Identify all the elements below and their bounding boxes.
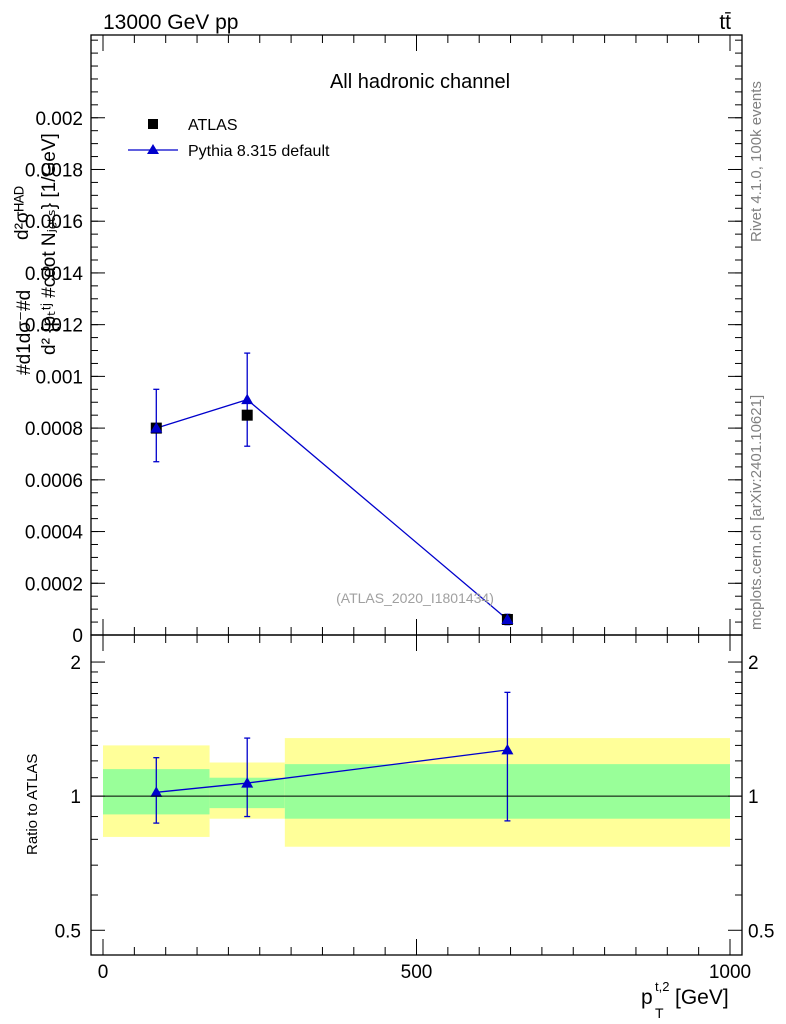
x-axis-label: p T t,2 [GeV] xyxy=(641,979,729,1021)
x-tick-label: 1000 xyxy=(709,962,751,983)
x-label-unit: [GeV] xyxy=(675,986,729,1009)
legend-atlas-marker xyxy=(148,119,158,129)
main-y-tick-label: 0.0014 xyxy=(25,264,84,285)
ratio-y-tick-label: 2 xyxy=(70,653,81,674)
ratio-y-tick-label: 0.5 xyxy=(55,921,81,942)
legend-pythia-label: Pythia 8.315 default xyxy=(188,143,330,160)
ratio-plot-area xyxy=(103,738,730,847)
pythia-data-point xyxy=(241,393,254,405)
ratio-data-point xyxy=(150,786,163,797)
main-title: All hadronic channel xyxy=(330,71,510,93)
main-y-tick-label: 0 xyxy=(72,626,83,647)
legend-atlas-label: ATLAS xyxy=(188,117,238,134)
main-y-tick-label: 0.0004 xyxy=(25,523,84,544)
x-label-main: p xyxy=(641,986,653,1009)
main-y-tick-label: 0.0002 xyxy=(25,574,83,595)
main-data-marks xyxy=(150,352,514,626)
legend: ATLAS Pythia 8.315 default xyxy=(128,117,330,160)
ratio-data-marks xyxy=(150,691,514,824)
main-axes: 0 0.0002 0.0004 0.0006 0.0008 0.001 0.0012 0.00… xyxy=(25,34,743,647)
main-y-tick-label: 0.0012 xyxy=(25,316,83,337)
mcplots-label: mcplots.cern.ch [arXiv:2401.10621] xyxy=(748,395,765,630)
main-y-label-line-2: d²σᴴᴬᴰ xyxy=(12,186,33,240)
main-y-tick-label: 0.0006 xyxy=(25,471,83,492)
header-left: 13000 GeV pp xyxy=(103,11,238,34)
legend-pythia-marker xyxy=(147,144,159,154)
x-tick-label: 0 xyxy=(98,962,109,983)
ratio-y-tick-label-right: 2 xyxy=(748,653,759,674)
main-y-tick-label: 0.002 xyxy=(35,109,83,130)
ratio-y-tick-label: 1 xyxy=(70,787,81,808)
main-y-tick-label: 0.0008 xyxy=(25,419,83,440)
pythia-data-point xyxy=(501,613,514,624)
main-y-label-line-3: d² {pₜᵗʲ #cdot Nⱼₑₜₛ} [1/GeV] xyxy=(39,133,60,355)
ratio-axes: 0.5 0.5 1 1 2 2 0 500 1000 xyxy=(55,634,774,983)
main-y-tick-label: 0.0018 xyxy=(25,160,83,181)
x-label-sup: t,2 xyxy=(655,979,669,994)
ratio-data-point xyxy=(501,743,514,755)
ratio-y-axis-label: Ratio to ATLAS xyxy=(24,754,41,855)
rivet-label: Rivet 4.1.0, 100k events xyxy=(748,81,765,242)
main-y-tick-label: 0.0016 xyxy=(25,212,83,233)
x-tick-label: 500 xyxy=(401,962,433,983)
main-y-axis-label: #d1dσ⁻#d d²σᴴᴬᴰ d² {pₜᵗʲ #cdot Nⱼₑₜₛ} [1… xyxy=(12,133,60,375)
main-y-tick-label: 0.001 xyxy=(35,367,83,388)
watermark: (ATLAS_2020_I1801434) xyxy=(336,590,494,606)
main-y-label-line-1: #d1dσ⁻#d xyxy=(14,290,35,375)
pythia-data-point xyxy=(150,422,163,433)
x-label-sub: T xyxy=(655,1005,664,1021)
pythia-series-line xyxy=(156,398,508,620)
header-right: tt̄ xyxy=(719,11,731,34)
ratio-data-point xyxy=(241,777,254,788)
ratio-y-tick-label-right: 1 xyxy=(748,787,759,808)
ratio-y-tick-label-right: 0.5 xyxy=(748,921,774,942)
atlas-data-point xyxy=(241,409,253,421)
